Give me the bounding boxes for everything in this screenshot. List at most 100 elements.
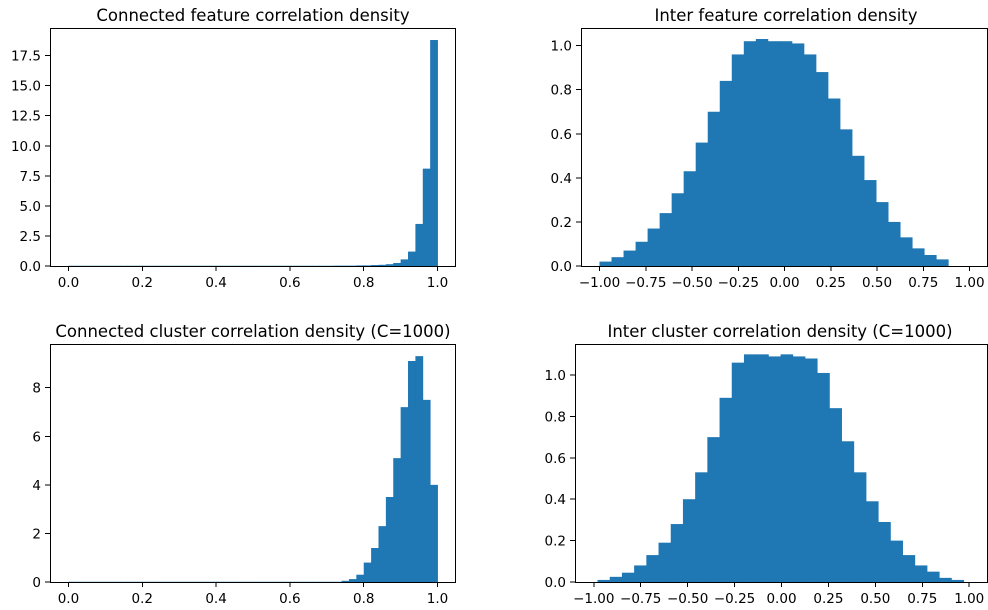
y-tick-label: 0.6: [551, 127, 572, 143]
histogram-bar: [408, 361, 416, 582]
x-tick-label: 0.50: [862, 275, 892, 291]
y-tick-label: 15.0: [11, 79, 41, 95]
histogram-bar: [371, 548, 379, 582]
histogram-bar: [852, 155, 865, 266]
histogram-bar: [827, 98, 841, 267]
histogram-bar: [385, 497, 394, 582]
x-tick-label: 0.75: [907, 591, 937, 607]
histogram-bar: [647, 228, 661, 266]
histogram-bar: [378, 526, 387, 582]
subplot-title: Inter cluster correlation density (C=100…: [607, 322, 952, 341]
histogram-bar: [341, 580, 350, 582]
histogram-bar: [841, 441, 855, 582]
histogram-bar: [767, 41, 781, 266]
histogram-bar: [430, 484, 438, 582]
x-tick-label: 1.0: [427, 275, 448, 291]
y-tick-label: 0.0: [551, 259, 572, 275]
histogram-bar: [695, 472, 708, 582]
histogram-bar: [756, 354, 769, 582]
histogram-bar: [780, 354, 794, 582]
histogram-bar: [853, 472, 867, 582]
histogram-bar: [408, 251, 416, 266]
x-tick-label: −0.50: [667, 591, 708, 607]
histogram-bar: [683, 171, 697, 266]
histogram-bar: [611, 257, 624, 266]
x-tick-label: 0.6: [279, 275, 300, 291]
histogram-bar: [422, 168, 431, 266]
histogram-bar: [743, 354, 757, 582]
histogram-bar: [599, 261, 612, 266]
histogram-bar: [363, 265, 372, 266]
histogram-bar: [634, 565, 647, 582]
histogram-bar: [415, 356, 424, 582]
histogram-bar: [768, 356, 781, 582]
histogram-bar: [926, 571, 940, 582]
y-tick-label: 0.8: [551, 83, 572, 99]
y-tick-label: 6: [32, 429, 41, 445]
histogram-bar: [731, 54, 745, 266]
y-tick-label: 0.6: [545, 451, 566, 467]
histogram-bar: [659, 213, 673, 266]
y-tick-label: 8: [32, 381, 41, 397]
y-tick-label: 1.0: [551, 39, 572, 55]
y-tick-label: 0.0: [20, 259, 41, 275]
y-tick-label: 4: [32, 478, 41, 494]
x-tick-label: 0.0: [58, 591, 79, 607]
histogram-bar: [658, 542, 672, 582]
subplot-title: Connected feature correlation density: [96, 6, 409, 25]
histogram-bar: [731, 362, 745, 582]
y-tick-label: 0.4: [551, 171, 572, 187]
x-tick-label: −0.50: [671, 275, 712, 291]
y-tick-label: 17.5: [11, 49, 41, 65]
x-tick-label: −0.25: [714, 591, 755, 607]
histogram-bar: [890, 540, 903, 582]
histogram-bar: [621, 572, 635, 582]
histogram-bar: [378, 264, 387, 266]
histogram-bar: [829, 408, 842, 582]
histogram-bar: [356, 265, 365, 266]
histogram-bar: [400, 259, 409, 266]
histogram-bar: [393, 458, 402, 582]
x-tick-label: 0.00: [766, 591, 796, 607]
y-tick-label: 7.5: [20, 169, 41, 185]
histogram-bar: [430, 40, 438, 266]
histogram-bar: [385, 264, 394, 266]
histogram-bar: [670, 524, 684, 582]
x-tick-label: 1.0: [427, 591, 448, 607]
x-tick-label: 1.00: [954, 591, 984, 607]
y-tick-label: 2: [32, 526, 41, 542]
histogram-bar: [804, 358, 818, 582]
histogram-bar: [400, 407, 409, 582]
x-tick-label: 0.50: [860, 591, 890, 607]
y-tick-label: 0.0: [545, 575, 566, 591]
y-tick-label: 1.0: [545, 368, 566, 384]
x-tick-label: −0.75: [620, 591, 661, 607]
x-tick-label: −1.00: [573, 591, 614, 607]
x-tick-label: −0.25: [718, 275, 759, 291]
histogram-bar: [939, 577, 952, 582]
histogram-bar: [363, 562, 372, 582]
histogram-bar: [719, 80, 733, 266]
histogram-bar: [755, 39, 769, 266]
histogram-bar: [671, 193, 685, 266]
subplot-title: Connected cluster correlation density (C…: [55, 322, 450, 341]
subplot-title: Inter feature correlation density: [654, 6, 917, 25]
subplot-inter-feature: Inter feature correlation density −1.00−…: [551, 6, 988, 291]
x-tick-label: 0.0: [58, 275, 79, 291]
y-tick-label: 12.5: [11, 109, 41, 125]
histogram-bar: [865, 501, 879, 582]
histogram-bar: [743, 41, 757, 266]
histogram-bar: [422, 399, 431, 582]
x-tick-label: 0.2: [132, 591, 153, 607]
subplot-connected-cluster: Connected cluster correlation density (C…: [32, 322, 456, 607]
histogram-bar: [803, 54, 817, 266]
x-tick-label: 0.6: [279, 591, 300, 607]
histogram-bar: [878, 521, 891, 582]
y-tick-label: 0.2: [551, 215, 572, 231]
histogram-bar: [936, 259, 949, 266]
histogram-bar: [902, 555, 916, 582]
y-tick-label: 5.0: [20, 199, 41, 215]
histogram-bar: [356, 574, 365, 582]
y-tick-label: 2.5: [20, 229, 41, 245]
histogram-bar: [393, 262, 402, 266]
